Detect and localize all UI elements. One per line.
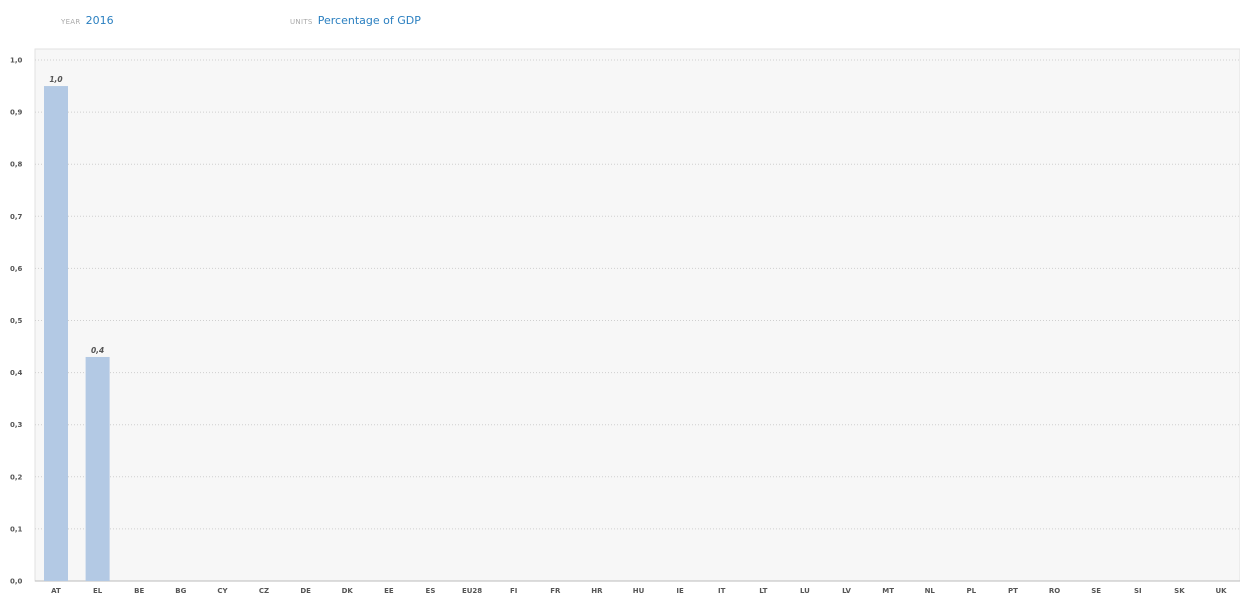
y-tick-label: 0,0 (10, 578, 23, 586)
x-tick-label: EL (93, 587, 103, 595)
x-tick-label: PT (1008, 587, 1018, 595)
x-tick-label: MT (882, 587, 894, 595)
x-tick-label: BG (175, 587, 186, 595)
x-tick-label: LU (800, 587, 810, 595)
x-tick-label: SI (1134, 587, 1142, 595)
y-tick-label: 0,3 (10, 421, 23, 429)
plot-area (34, 48, 1240, 582)
x-tick-label: IT (718, 587, 726, 595)
x-tick-label: FI (510, 587, 517, 595)
y-tick-label: 0,5 (10, 317, 23, 325)
x-tick-label: DE (300, 587, 311, 595)
x-tick-label: HU (633, 587, 645, 595)
x-tick-label: HR (591, 587, 603, 595)
x-tick-label: DK (342, 587, 354, 595)
x-axis: AT EL BE BG CY CZ DE DK EE ES EU28 FI FR HR HU IE IT LT LU… (51, 587, 1227, 595)
y-tick-label: 0,7 (10, 213, 23, 221)
bar-at (44, 86, 68, 582)
x-tick-label: SK (1174, 587, 1185, 595)
x-tick-label: CZ (259, 587, 269, 595)
x-tick-label: PL (967, 587, 977, 595)
x-tick-label: EE (384, 587, 394, 595)
units-filter[interactable]: UNITS Percentage of GDP (290, 9, 421, 28)
x-tick-label: AT (51, 587, 61, 595)
x-tick-label: IE (676, 587, 684, 595)
y-tick-label: 1,0 (10, 57, 23, 65)
x-tick-label: ES (426, 587, 436, 595)
x-tick-label: EU28 (462, 587, 482, 595)
x-tick-label: LV (842, 587, 851, 595)
units-filter-label: UNITS (290, 18, 313, 26)
data-label: 1,0 (49, 75, 62, 84)
y-tick-label: 0,1 (10, 525, 23, 533)
y-tick-label: 0,4 (10, 369, 23, 377)
x-tick-label: CY (217, 587, 228, 595)
year-filter-value[interactable]: 2016 (85, 14, 114, 27)
x-tick-label: NL (925, 587, 936, 595)
year-filter[interactable]: YEAR 2016 (61, 9, 114, 28)
x-tick-label: SE (1091, 587, 1101, 595)
y-axis: 0,0 0,1 0,2 0,3 0,4 0,5 0,6 0,7 0,8 0,9 1,0 (10, 57, 23, 586)
y-tick-label: 0,9 (10, 109, 23, 117)
year-filter-label: YEAR (61, 18, 81, 26)
units-filter-value[interactable]: Percentage of GDP (317, 14, 421, 27)
data-labels: 1,0 0,4 (49, 75, 104, 355)
bars (44, 86, 110, 582)
gridlines (35, 59, 1240, 582)
y-tick-label: 0,2 (10, 473, 23, 481)
x-tick-label: RO (1049, 587, 1060, 595)
x-tick-label: LT (759, 587, 767, 595)
x-tick-label: FR (550, 587, 561, 595)
y-tick-label: 0,6 (10, 265, 23, 273)
x-tick-label: UK (1215, 587, 1227, 595)
filter-bar: YEAR 2016 UNITS Percentage of GDP (0, 0, 1240, 40)
y-tick-label: 0,8 (10, 161, 23, 169)
bar-el (85, 356, 110, 581)
data-label: 0,4 (91, 346, 104, 355)
x-tick-label: BE (134, 587, 144, 595)
